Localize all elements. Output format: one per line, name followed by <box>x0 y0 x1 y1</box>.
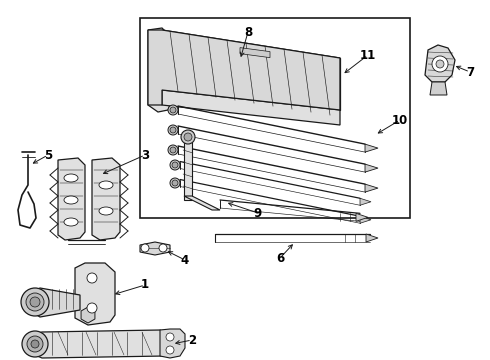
Polygon shape <box>75 263 115 325</box>
Circle shape <box>168 145 178 155</box>
Circle shape <box>170 127 176 133</box>
Polygon shape <box>366 234 378 242</box>
Circle shape <box>26 293 44 311</box>
Polygon shape <box>360 198 371 205</box>
Circle shape <box>181 130 195 144</box>
Text: 1: 1 <box>141 279 149 292</box>
Polygon shape <box>430 82 447 95</box>
Circle shape <box>87 273 97 283</box>
Text: 11: 11 <box>360 49 376 62</box>
Polygon shape <box>162 90 340 125</box>
Circle shape <box>184 133 192 141</box>
Polygon shape <box>81 307 95 323</box>
Circle shape <box>436 60 444 68</box>
Text: 6: 6 <box>276 252 284 265</box>
Circle shape <box>22 331 48 357</box>
Circle shape <box>159 244 167 252</box>
Polygon shape <box>360 216 371 223</box>
Text: 5: 5 <box>44 149 52 162</box>
Polygon shape <box>140 242 170 255</box>
Polygon shape <box>365 184 378 192</box>
Bar <box>140 18 410 218</box>
Text: 9: 9 <box>254 207 262 220</box>
Polygon shape <box>365 144 378 152</box>
Circle shape <box>168 105 178 115</box>
Ellipse shape <box>99 207 113 215</box>
Polygon shape <box>28 288 80 317</box>
Ellipse shape <box>99 181 113 189</box>
Circle shape <box>172 180 178 186</box>
Polygon shape <box>162 30 340 70</box>
Polygon shape <box>240 48 270 58</box>
Text: 8: 8 <box>244 26 252 39</box>
Polygon shape <box>184 142 192 200</box>
Circle shape <box>432 56 448 72</box>
Polygon shape <box>28 330 172 358</box>
Polygon shape <box>356 213 368 221</box>
Circle shape <box>21 288 49 316</box>
Polygon shape <box>425 45 455 82</box>
Circle shape <box>27 336 43 352</box>
Circle shape <box>172 162 178 168</box>
Text: 2: 2 <box>188 333 196 346</box>
Circle shape <box>170 160 180 170</box>
Circle shape <box>170 107 176 113</box>
Circle shape <box>166 346 174 354</box>
Circle shape <box>170 147 176 153</box>
Polygon shape <box>160 329 185 358</box>
Polygon shape <box>148 28 172 112</box>
Ellipse shape <box>64 174 78 182</box>
Circle shape <box>168 125 178 135</box>
Text: 10: 10 <box>392 113 408 126</box>
Polygon shape <box>184 196 220 210</box>
Ellipse shape <box>64 218 78 226</box>
Text: 3: 3 <box>141 149 149 162</box>
Text: 7: 7 <box>466 66 474 78</box>
Polygon shape <box>58 158 85 240</box>
Circle shape <box>30 297 40 307</box>
Ellipse shape <box>64 196 78 204</box>
Circle shape <box>166 333 174 341</box>
Circle shape <box>31 340 39 348</box>
Circle shape <box>87 303 97 313</box>
Circle shape <box>170 178 180 188</box>
Polygon shape <box>92 158 120 240</box>
Circle shape <box>141 244 149 252</box>
Polygon shape <box>365 164 378 172</box>
Polygon shape <box>148 30 340 110</box>
Text: 4: 4 <box>181 253 189 266</box>
